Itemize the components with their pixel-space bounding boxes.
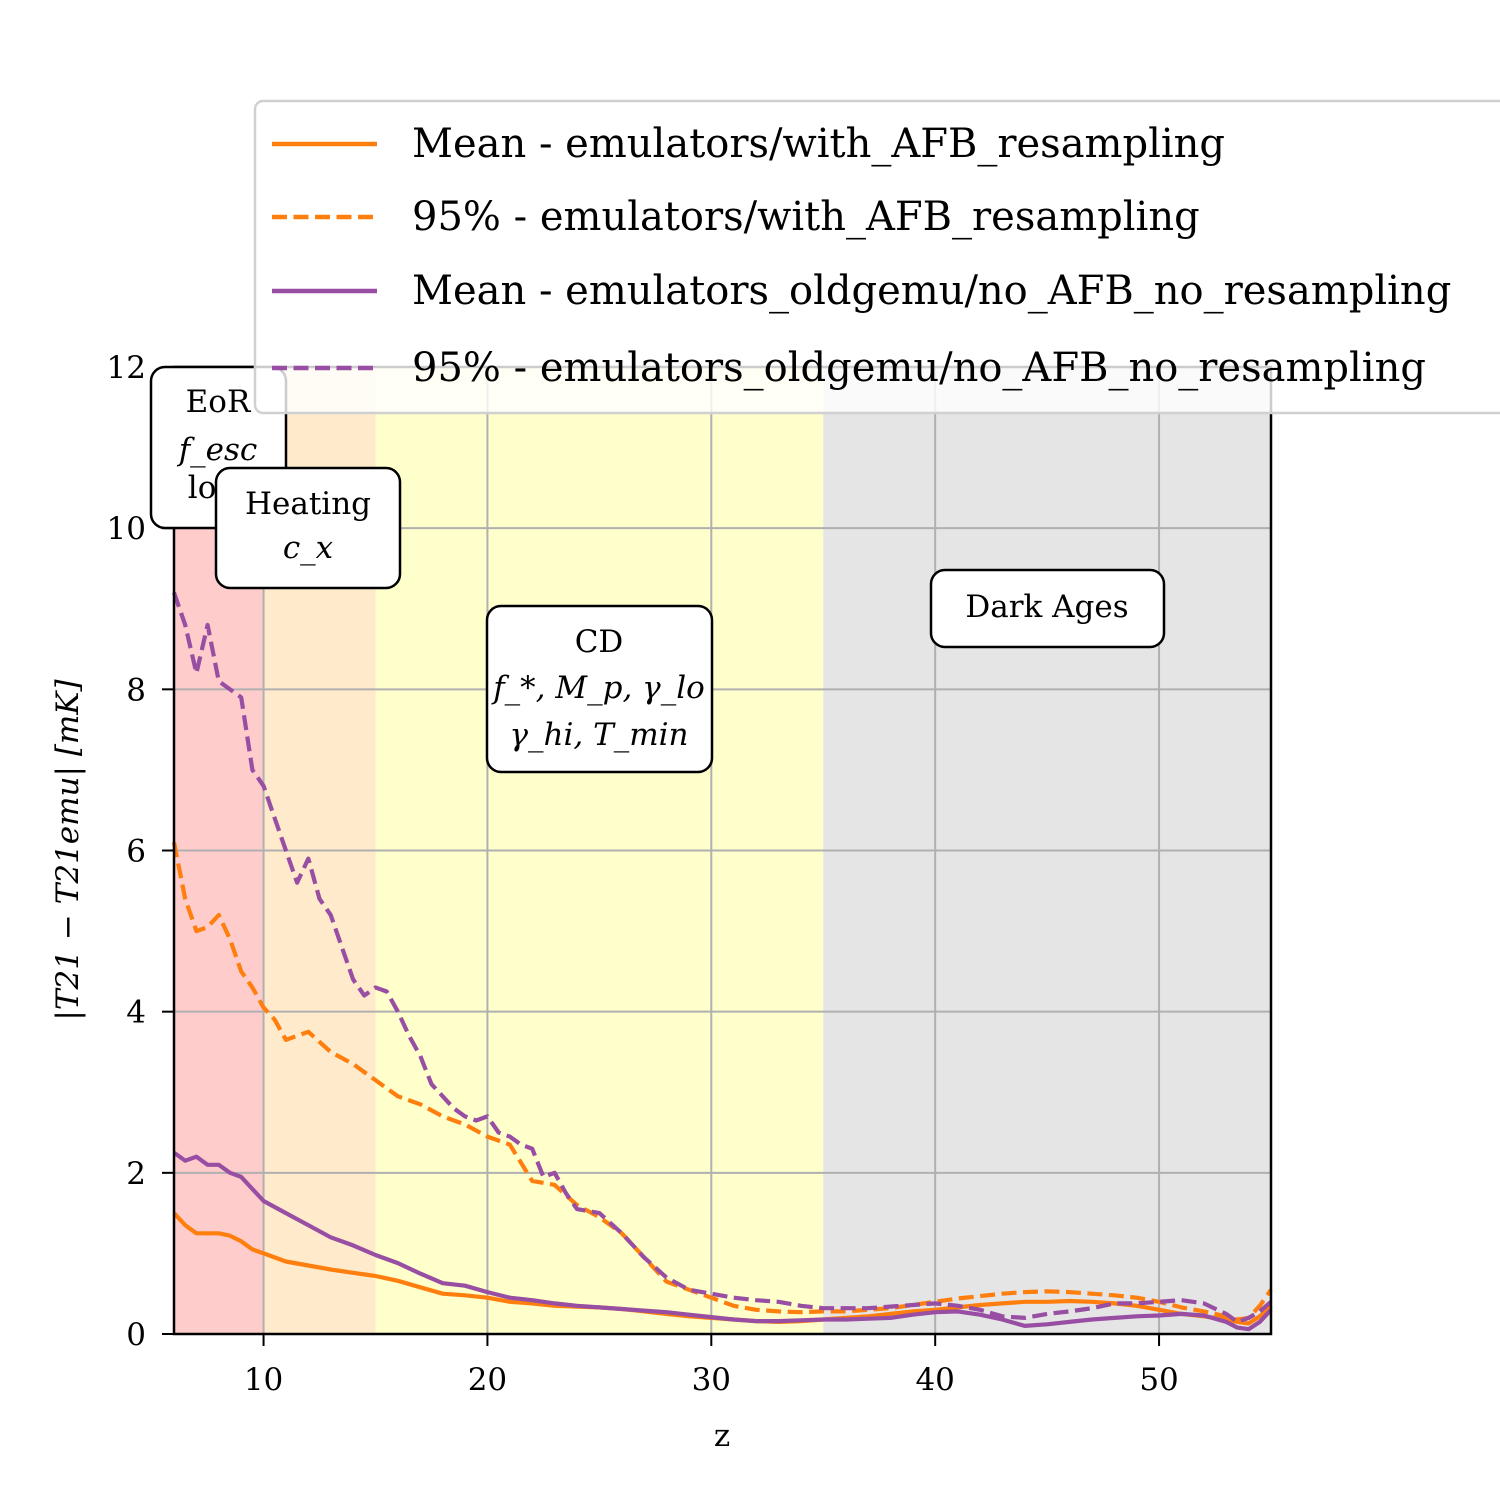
annotation-dark-ages-line-1: Dark Ages — [965, 589, 1128, 625]
x-tick-label: 20 — [468, 1362, 507, 1398]
y-axis-title: |T21 − T21emu| [mK] — [50, 679, 86, 1021]
x-tick-label: 40 — [915, 1362, 954, 1398]
x-tick-label: 10 — [244, 1362, 283, 1398]
y-tick-label: 6 — [126, 834, 146, 870]
series-line-2 — [171, 841, 1273, 1322]
legend-frame — [253, 99, 1500, 415]
annotation-eor-line-2: f_esc — [177, 432, 258, 468]
annotation-heating-line-1: Heating — [245, 486, 371, 522]
x-axis-title: z — [714, 1418, 730, 1454]
legend: Mean - emulators/with_AFB_resampling 95% … — [253, 99, 1500, 415]
series-line-3 — [172, 1150, 1273, 1332]
y-tick-label: 10 — [107, 511, 146, 547]
annotation-cd: CD f_*, M_p, γ_lo γ_hi, T_min — [485, 604, 714, 774]
legend-label-4: 95% - emulators_oldgemu/no_AFB_no_resamp… — [412, 345, 1426, 391]
annotation-cd-line-1: CD — [575, 624, 624, 660]
annotation-heating: Heating c_x — [214, 466, 402, 590]
y-tick-label: 8 — [126, 672, 146, 708]
x-tick-label: 30 — [692, 1362, 731, 1398]
ticks-layer: 10 20 30 40 50 0 2 4 6 8 10 12 — [107, 350, 1179, 1398]
annotation-heating-line-2: c_x — [283, 530, 334, 566]
x-tick-label: 50 — [1139, 1362, 1178, 1398]
legend-label-3: Mean - emulators_oldgemu/no_AFB_no_resam… — [412, 268, 1451, 314]
series-layer — [171, 591, 1273, 1332]
annotation-dark-ages: Dark Ages — [929, 568, 1166, 649]
y-tick-label: 12 — [107, 350, 146, 386]
series-line-4 — [172, 591, 1273, 1324]
y-tick-label: 4 — [126, 995, 146, 1031]
legend-label-2: 95% - emulators/with_AFB_resampling — [412, 194, 1200, 240]
annotation-cd-line-2: f_*, M_p, γ_lo — [491, 670, 705, 706]
legend-label-1: Mean - emulators/with_AFB_resampling — [412, 121, 1225, 167]
y-tick-label: 2 — [126, 1156, 146, 1192]
annotation-cd-line-3: γ_hi, T_min — [509, 717, 688, 753]
annotation-eor-line-1: EoR — [186, 384, 252, 420]
y-tick-label: 0 — [126, 1317, 146, 1353]
